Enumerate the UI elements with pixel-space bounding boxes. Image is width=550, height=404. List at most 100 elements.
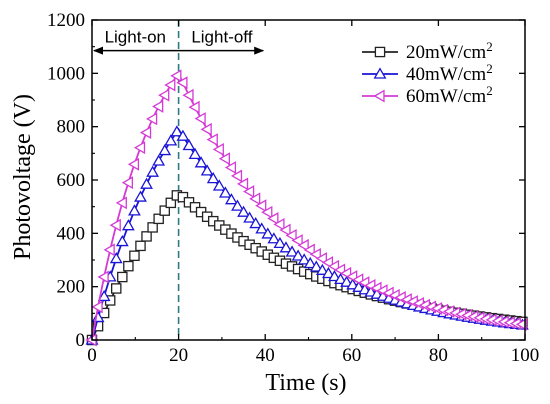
x-tick-label: 0: [87, 345, 97, 366]
data-point: [158, 144, 172, 156]
data-point: [146, 112, 158, 126]
data-point: [128, 204, 141, 216]
data-point: [159, 205, 170, 216]
y-tick-label: 800: [57, 117, 86, 138]
data-point: [224, 161, 237, 174]
data-point: [297, 253, 311, 265]
y-tick-label: 600: [57, 170, 86, 191]
data-point: [291, 234, 303, 247]
y-tick-label: 0: [76, 330, 86, 351]
data-point: [115, 234, 129, 247]
x-tick-label: 20: [169, 345, 188, 366]
legend-superscript: 2: [486, 83, 493, 98]
data-point: [103, 243, 115, 257]
data-point: [115, 196, 127, 210]
plot-layer: Light-on Light-off: [85, 20, 529, 347]
y-tick-label: 200: [57, 277, 86, 298]
data-point: [152, 100, 164, 113]
data-point: [309, 260, 323, 272]
x-tick-label: 60: [342, 345, 361, 366]
data-point: [297, 238, 309, 252]
data-point: [212, 179, 226, 191]
y-tick-label: 1200: [47, 10, 85, 31]
data-point: [373, 89, 385, 103]
data-point: [127, 157, 140, 171]
data-point: [346, 278, 360, 290]
data-point: [303, 256, 317, 269]
y-axis-title: Photovoltage (V): [10, 94, 36, 260]
data-point: [182, 88, 194, 102]
y-tick-label: 1000: [47, 63, 85, 84]
x-tick-label: 80: [429, 345, 448, 366]
data-point: [218, 186, 232, 198]
data-point: [243, 185, 255, 198]
data-point: [352, 280, 366, 292]
data-point: [206, 172, 220, 184]
x-tick-label: 40: [256, 345, 275, 366]
data-point: [315, 263, 329, 275]
data-point: [328, 269, 341, 282]
data-point: [121, 219, 135, 231]
data-point: [152, 154, 166, 166]
data-point: [194, 112, 206, 125]
data-point: [285, 228, 297, 242]
data-point: [170, 69, 182, 83]
data-point: [315, 252, 327, 265]
data-point: [194, 156, 208, 168]
x-tick-label: 100: [511, 345, 540, 366]
data-point: [267, 232, 281, 244]
series-triangle-left: [85, 69, 528, 347]
data-point: [97, 289, 111, 302]
data-point: [170, 125, 184, 137]
data-point: [164, 134, 178, 146]
legend-label: 20mW/cm2: [406, 39, 493, 63]
data-point: [230, 169, 243, 183]
data-point: [109, 252, 123, 264]
data-point: [134, 190, 147, 202]
data-point: [146, 165, 160, 177]
data-point: [129, 250, 140, 262]
data-point: [164, 78, 176, 92]
data-point: [139, 126, 152, 139]
data-point: [140, 177, 153, 189]
data-point: [135, 240, 146, 252]
data-point: [212, 142, 224, 156]
data-point: [97, 270, 109, 284]
data-point: [147, 222, 158, 233]
data-point: [231, 199, 244, 211]
data-point: [273, 236, 287, 249]
legend-label: 40mW/cm2: [406, 61, 493, 85]
data-point: [291, 249, 305, 261]
data-point: [322, 266, 335, 279]
data-point: [358, 283, 372, 295]
data-point: [267, 212, 279, 225]
data-point: [176, 129, 190, 141]
data-point: [218, 152, 230, 166]
data-point: [165, 197, 177, 209]
data-point: [176, 76, 188, 90]
data-point: [334, 272, 347, 285]
data-point: [133, 141, 146, 155]
data-point: [188, 147, 202, 160]
light-on-label: Light-on: [105, 28, 166, 47]
data-point: [273, 217, 285, 231]
data-point: [158, 88, 170, 102]
data-point: [255, 199, 267, 213]
legend-label: 60mW/cm2: [406, 83, 493, 107]
data-point: [117, 271, 128, 283]
y-tick-label: 400: [57, 223, 86, 244]
data-point: [121, 176, 133, 190]
legend-entry: 60mW/cm2: [362, 83, 493, 107]
data-point: [309, 247, 321, 261]
data-point: [255, 222, 269, 234]
data-point: [206, 133, 218, 147]
data-point: [279, 241, 293, 253]
data-point: [285, 245, 299, 257]
data-point: [243, 211, 257, 223]
data-point: [236, 177, 249, 191]
data-point: [237, 205, 250, 217]
